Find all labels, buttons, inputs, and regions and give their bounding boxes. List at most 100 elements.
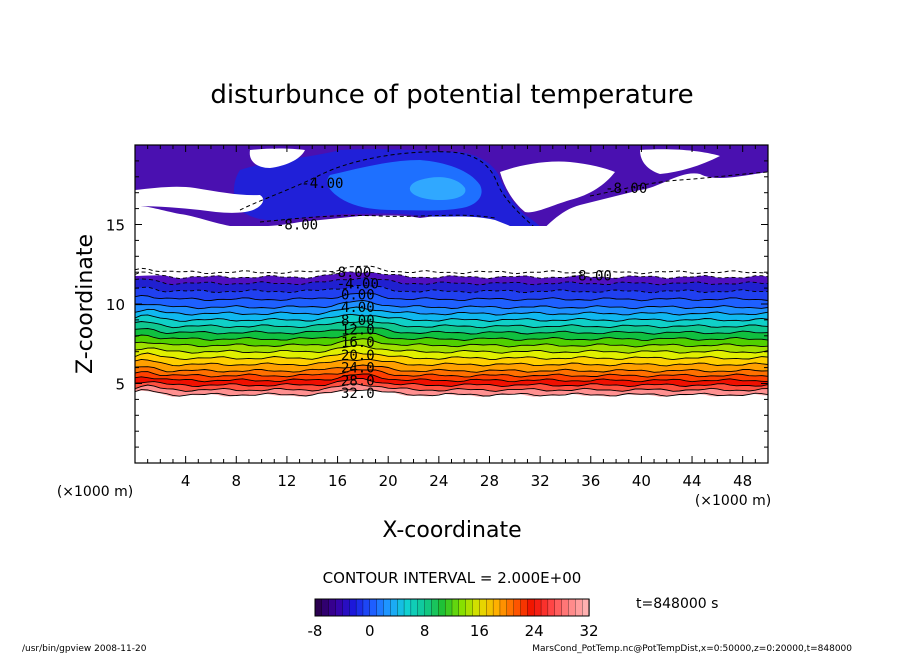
- colorbar-tick-label: 8: [420, 622, 430, 640]
- time-label: t=848000 s: [636, 596, 718, 612]
- colorbar-cell: [410, 598, 419, 617]
- x-tick-label: 8: [232, 472, 242, 490]
- cloud-gap-white: [135, 226, 768, 276]
- contour-line-upper-2: [259, 214, 496, 223]
- x-axis-ticks: 4 8 12 16 20 24 28 32 36 40 44 48: [147, 145, 769, 490]
- contour-label: 12.0: [341, 322, 375, 338]
- contour-line: [135, 373, 768, 383]
- below-contour-region: [135, 390, 768, 463]
- colorbar-cell: [376, 598, 385, 617]
- colorbar-cell: [458, 598, 467, 617]
- colorbar-cell: [424, 598, 433, 617]
- contour-label: 28.0: [341, 373, 375, 389]
- colorbar-cell: [499, 598, 508, 617]
- cloud-white-top: [249, 148, 305, 168]
- x-tick-label: 40: [632, 472, 651, 490]
- contour-line: [135, 320, 768, 329]
- x-tick-label: 32: [531, 472, 550, 490]
- x-tick-label: 36: [581, 472, 600, 490]
- contour-label: 8.00: [341, 313, 375, 329]
- contour-line: [135, 389, 768, 397]
- colorbar-cell: [472, 598, 481, 617]
- y-tick-label: 15: [106, 217, 125, 235]
- contour-label: 20.0: [341, 348, 375, 364]
- y-axis-ticks: 5 10 15: [106, 160, 768, 448]
- contour-line: [135, 277, 768, 286]
- colorbar-cell: [506, 598, 515, 617]
- colorbar-cell: [403, 598, 412, 617]
- contour-line: [135, 326, 768, 335]
- x-axis-label: X-coordinate: [382, 518, 521, 543]
- contour-lines: [135, 265, 768, 397]
- contour-line: [135, 306, 768, 316]
- colorbar-cell: [444, 598, 453, 617]
- y-tick-label: 5: [115, 376, 125, 394]
- colorbar-tick-label: 16: [470, 622, 489, 640]
- contour-bands: [135, 271, 768, 463]
- colorbar-cell: [540, 598, 549, 617]
- colorbar-cell: [479, 598, 487, 617]
- contour-line: [135, 285, 768, 294]
- x-unit-label: (×1000 m): [695, 493, 771, 509]
- colorbar-cell: [397, 598, 405, 617]
- contour-line-upper: [239, 151, 541, 233]
- colorbar-cell: [431, 598, 439, 617]
- contour-line: [135, 338, 768, 348]
- contour-label: 24.0: [341, 361, 375, 377]
- contour-line: [135, 358, 768, 367]
- colorbar-cell: [342, 598, 350, 617]
- colorbar-frame: [314, 598, 590, 617]
- colorbar-cell: [417, 598, 426, 617]
- contour-line: [135, 351, 768, 361]
- footer-right: MarsCond_PotTemp.nc@PotTempDist,x=0:5000…: [532, 644, 852, 654]
- colorbar-cell: [527, 598, 535, 617]
- contour-line: [135, 378, 768, 388]
- colorbar-tick-label: 0: [365, 622, 375, 640]
- contour-interval-label: CONTOUR INTERVAL = 2.000E+00: [323, 569, 582, 587]
- colorbar-cell: [314, 598, 323, 617]
- colorbar-cell: [513, 598, 522, 617]
- contour-label: -8.00: [570, 268, 612, 284]
- upper-negative-region: [135, 145, 768, 240]
- footer-left: /usr/bin/gpview 2008-11-20: [22, 644, 147, 654]
- colorbar-cell: [561, 598, 570, 617]
- colorbar-cell: [554, 598, 563, 617]
- x-tick-label: 28: [480, 472, 499, 490]
- plot-area: 32.028.024.020.016.012.08.004.000.00-4.0…: [135, 145, 768, 463]
- contour-line: [135, 332, 768, 341]
- contour-label: 4.00: [341, 300, 375, 316]
- colorbar-cell: [534, 598, 542, 617]
- colorbar-cell: [349, 598, 357, 617]
- colorbar-tick-label: 32: [579, 622, 598, 640]
- colorbar-cell: [520, 598, 528, 617]
- chart-title: disturbunce of potential temperature: [210, 80, 693, 110]
- cloud-white-right: [500, 161, 615, 213]
- x-tick-label: 12: [277, 472, 296, 490]
- contour-line: [135, 383, 768, 392]
- cloud-white-left: [135, 186, 264, 213]
- colorbar-cell: [451, 598, 460, 617]
- contour-label: -8.00: [329, 265, 371, 281]
- colorbar-cell: [575, 598, 583, 617]
- contour-label: -8.00: [605, 181, 647, 197]
- contour-line: [135, 299, 768, 310]
- y-axis-label: Z-coordinate: [73, 234, 98, 374]
- x-tick-label: 44: [682, 472, 701, 490]
- colorbar-cell: [582, 598, 590, 617]
- contour-label: 32.0: [341, 386, 375, 402]
- colorbar-cell: [369, 598, 378, 617]
- colorbar-cell: [486, 598, 494, 617]
- contour-labels: 32.028.024.020.016.012.08.004.000.00-4.0…: [276, 176, 647, 402]
- contour-line: [135, 313, 768, 322]
- colorbar-cell: [355, 598, 364, 617]
- colorbar-cell: [568, 598, 576, 617]
- x-tick-label: 4: [181, 472, 191, 490]
- colorbar-cell: [321, 598, 330, 617]
- colorbar-cell: [362, 598, 371, 617]
- colorbar-tick-label: -8: [308, 622, 323, 640]
- colorbar-cell: [438, 598, 446, 617]
- colorbar-cell: [390, 598, 398, 617]
- contour-line: [135, 271, 768, 279]
- contour-label: -4.00: [337, 276, 379, 292]
